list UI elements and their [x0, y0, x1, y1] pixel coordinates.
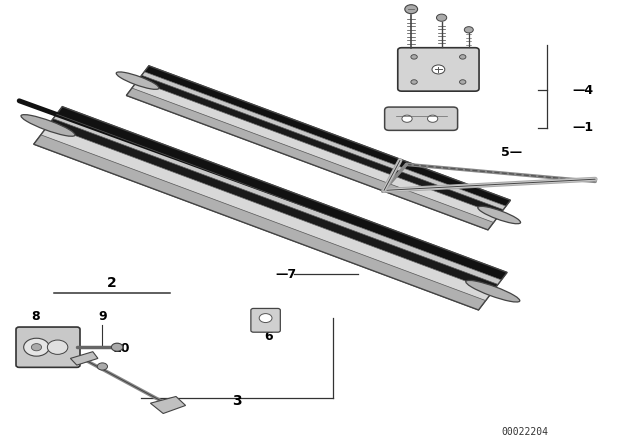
FancyBboxPatch shape [251, 309, 280, 332]
Circle shape [111, 343, 123, 351]
Polygon shape [34, 135, 486, 310]
Text: —4: —4 [573, 84, 594, 97]
Polygon shape [34, 107, 507, 310]
Circle shape [432, 65, 445, 74]
Text: 2: 2 [107, 276, 117, 290]
Circle shape [436, 14, 447, 21]
Text: —1: —1 [573, 121, 594, 134]
Circle shape [465, 26, 474, 33]
Circle shape [411, 55, 417, 59]
Text: 6: 6 [264, 331, 273, 344]
Text: —7: —7 [275, 267, 296, 281]
Polygon shape [141, 72, 506, 210]
Circle shape [405, 4, 418, 13]
FancyBboxPatch shape [16, 327, 80, 367]
FancyBboxPatch shape [398, 48, 479, 91]
Polygon shape [150, 396, 186, 414]
Text: 8: 8 [31, 310, 40, 323]
Polygon shape [48, 119, 498, 291]
Circle shape [24, 338, 49, 356]
Polygon shape [126, 66, 511, 230]
Polygon shape [145, 66, 511, 206]
Polygon shape [126, 88, 493, 230]
Polygon shape [41, 125, 493, 301]
Circle shape [259, 314, 272, 323]
Text: 3: 3 [232, 394, 242, 409]
Polygon shape [138, 75, 503, 215]
Circle shape [428, 115, 438, 122]
Polygon shape [132, 81, 499, 223]
Polygon shape [70, 352, 98, 365]
Circle shape [47, 340, 68, 354]
Text: 10: 10 [113, 342, 131, 355]
Circle shape [460, 55, 466, 59]
Polygon shape [56, 107, 507, 280]
Circle shape [460, 80, 466, 84]
Ellipse shape [478, 207, 520, 224]
Text: 00022204: 00022204 [501, 427, 548, 437]
Ellipse shape [116, 72, 159, 89]
Circle shape [411, 80, 417, 84]
FancyBboxPatch shape [385, 107, 458, 130]
Ellipse shape [21, 115, 75, 136]
Polygon shape [53, 114, 501, 284]
Text: 5—: 5— [501, 146, 522, 159]
Circle shape [97, 363, 108, 370]
Ellipse shape [466, 280, 520, 302]
Circle shape [31, 344, 42, 351]
Text: 9: 9 [98, 310, 107, 323]
Circle shape [402, 115, 412, 122]
